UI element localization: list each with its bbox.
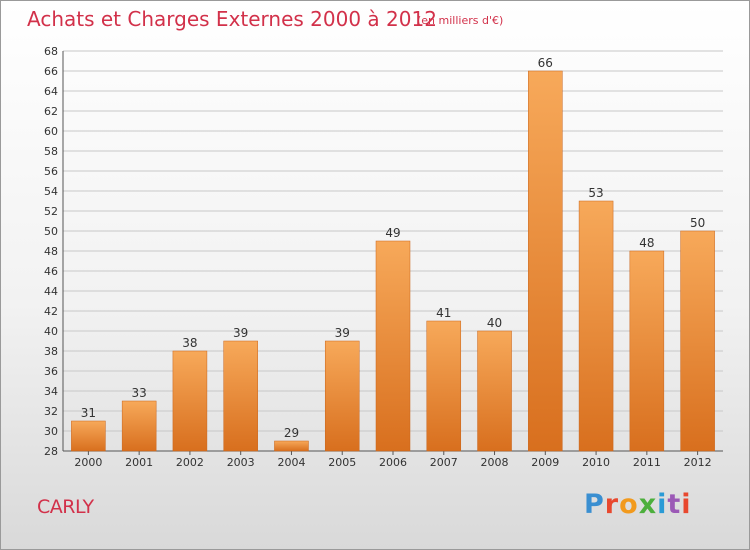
bar-2002	[172, 350, 208, 452]
y-tick-label: 66	[44, 65, 58, 78]
x-tick-label: 2008	[481, 456, 509, 469]
y-tick-label: 36	[44, 365, 58, 378]
y-tick-label: 46	[44, 265, 58, 278]
x-tick-label: 2004	[277, 456, 305, 469]
data-label: 31	[81, 406, 96, 420]
x-tick-label: 2001	[125, 456, 153, 469]
data-label: 53	[588, 186, 603, 200]
chart-title: Achats et Charges Externes 2000 à 2012	[27, 7, 437, 31]
x-tick-label: 2009	[531, 456, 559, 469]
bar-2010	[578, 200, 614, 452]
y-tick-label: 56	[44, 165, 58, 178]
bar-2003	[223, 340, 258, 452]
bar-2005	[324, 340, 360, 452]
x-tick-label: 2011	[633, 456, 661, 469]
y-tick-label: 44	[44, 285, 58, 298]
data-label: 29	[284, 426, 299, 440]
x-tick-label: 2010	[582, 456, 610, 469]
y-tick-label: 32	[44, 405, 58, 418]
brand-letter: i	[681, 489, 692, 520]
bar-2006	[375, 240, 411, 452]
bar-2007	[426, 320, 462, 452]
bar-2012	[680, 230, 715, 452]
data-label: 40	[487, 316, 502, 330]
data-label: 48	[639, 236, 654, 250]
data-label: 49	[385, 226, 400, 240]
bar-2004	[274, 440, 309, 452]
x-tick-label: 2006	[379, 456, 407, 469]
data-label: 50	[690, 216, 705, 230]
y-tick-label: 40	[44, 325, 58, 338]
y-tick-label: 52	[44, 205, 58, 218]
bar-2000	[71, 420, 106, 452]
data-label: 38	[182, 336, 197, 350]
x-tick-label: 2012	[684, 456, 712, 469]
y-tick-label: 54	[44, 185, 58, 198]
y-tick-label: 64	[44, 85, 58, 98]
brand-letter: r	[604, 489, 620, 520]
brand-letter: x	[638, 489, 658, 520]
brand-letter: t	[667, 489, 682, 520]
y-tick-label: 38	[44, 345, 58, 358]
brand-letter: o	[619, 489, 639, 520]
data-label: 33	[132, 386, 147, 400]
brand-letter: i	[657, 489, 668, 520]
y-tick-label: 60	[44, 125, 58, 138]
x-tick-label: 2003	[227, 456, 255, 469]
y-tick-label: 48	[44, 245, 58, 258]
x-tick-label: 2002	[176, 456, 204, 469]
bar-2001	[121, 400, 157, 452]
bar-2009	[528, 70, 563, 452]
data-label: 66	[538, 56, 553, 70]
y-tick-label: 30	[44, 425, 58, 438]
y-tick-label: 62	[44, 105, 58, 118]
y-tick-label: 42	[44, 305, 58, 318]
data-label: 39	[233, 326, 248, 340]
data-label: 39	[335, 326, 350, 340]
bar-2008	[477, 330, 512, 452]
y-tick-label: 34	[44, 385, 58, 398]
y-tick-label: 58	[44, 145, 58, 158]
bar-2011	[629, 250, 665, 452]
chart-unit: (en milliers d'€)	[417, 14, 504, 27]
commune-name: CARLY	[37, 496, 94, 518]
x-tick-label: 2005	[328, 456, 356, 469]
y-tick-label: 68	[44, 45, 58, 58]
y-tick-label: 28	[44, 445, 58, 458]
brand-letter: P	[584, 489, 605, 520]
x-tick-label: 2000	[74, 456, 102, 469]
y-tick-label: 50	[44, 225, 58, 238]
data-label: 41	[436, 306, 451, 320]
proxiti-logo: Proxiti	[584, 489, 692, 520]
x-tick-label: 2007	[430, 456, 458, 469]
